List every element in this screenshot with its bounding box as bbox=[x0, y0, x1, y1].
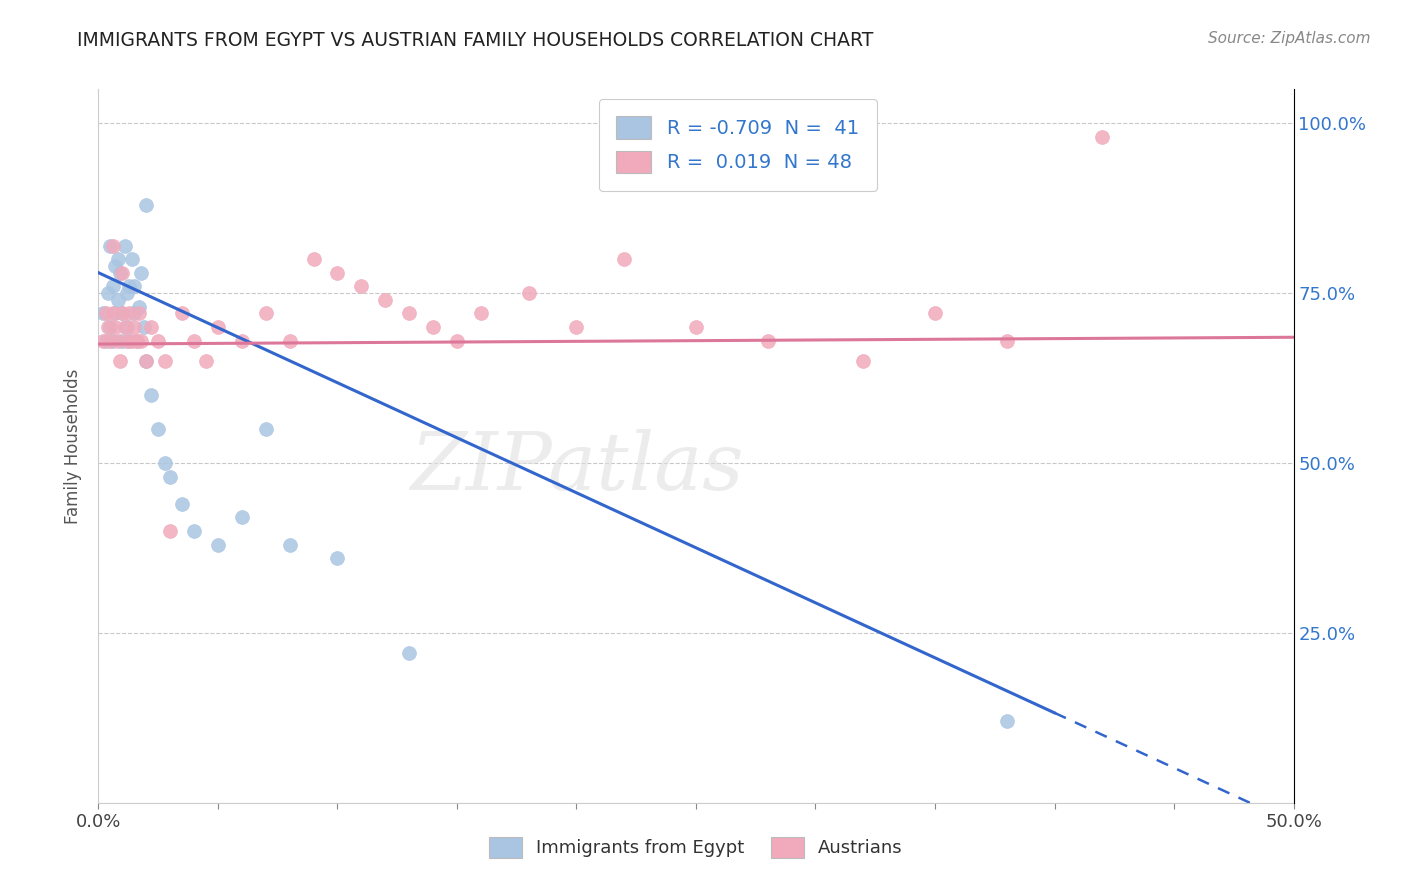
Text: Source: ZipAtlas.com: Source: ZipAtlas.com bbox=[1208, 31, 1371, 46]
Legend: Immigrants from Egypt, Austrians: Immigrants from Egypt, Austrians bbox=[482, 830, 910, 865]
Point bbox=[118, 334, 141, 348]
Point bbox=[94, 306, 117, 320]
Point bbox=[124, 279, 146, 293]
Point bbox=[148, 422, 170, 436]
Point bbox=[995, 714, 1018, 729]
Text: ZIPatlas: ZIPatlas bbox=[409, 429, 744, 506]
Point bbox=[111, 306, 134, 320]
Point bbox=[135, 354, 157, 368]
Point bbox=[446, 334, 468, 348]
Point bbox=[97, 320, 120, 334]
Point bbox=[111, 266, 134, 280]
Point bbox=[101, 238, 124, 252]
Point bbox=[159, 524, 181, 538]
Point bbox=[326, 551, 349, 566]
Point bbox=[231, 510, 253, 524]
Point bbox=[254, 422, 277, 436]
Point bbox=[98, 320, 122, 334]
Point bbox=[98, 334, 122, 348]
Point bbox=[107, 252, 129, 266]
Point bbox=[172, 497, 194, 511]
Point bbox=[374, 293, 396, 307]
Point bbox=[115, 334, 138, 348]
Point bbox=[125, 334, 148, 348]
Point bbox=[1091, 129, 1114, 144]
Point bbox=[155, 354, 177, 368]
Y-axis label: Family Households: Family Households bbox=[65, 368, 83, 524]
Point bbox=[101, 334, 124, 348]
Point bbox=[183, 524, 205, 538]
Point bbox=[98, 238, 122, 252]
Point bbox=[195, 354, 218, 368]
Point bbox=[131, 266, 153, 280]
Point bbox=[111, 334, 134, 348]
Point bbox=[104, 259, 127, 273]
Point bbox=[613, 252, 636, 266]
Point bbox=[231, 334, 253, 348]
Point bbox=[91, 306, 114, 320]
Point bbox=[108, 354, 131, 368]
Point bbox=[101, 306, 124, 320]
Point bbox=[995, 334, 1018, 348]
Point bbox=[94, 334, 117, 348]
Point bbox=[278, 334, 301, 348]
Point bbox=[115, 286, 138, 301]
Point bbox=[111, 306, 134, 320]
Point bbox=[121, 252, 143, 266]
Point bbox=[115, 320, 138, 334]
Point bbox=[104, 306, 127, 320]
Point bbox=[398, 306, 420, 320]
Point bbox=[128, 306, 150, 320]
Point bbox=[207, 537, 229, 551]
Point bbox=[131, 334, 153, 348]
Point bbox=[107, 334, 129, 348]
Point bbox=[278, 537, 301, 551]
Point bbox=[132, 320, 155, 334]
Point bbox=[155, 456, 177, 470]
Point bbox=[114, 238, 136, 252]
Point bbox=[107, 293, 129, 307]
Point bbox=[470, 306, 492, 320]
Point bbox=[254, 306, 277, 320]
Point bbox=[97, 286, 120, 301]
Point bbox=[139, 320, 162, 334]
Point bbox=[924, 306, 946, 320]
Text: IMMIGRANTS FROM EGYPT VS AUSTRIAN FAMILY HOUSEHOLDS CORRELATION CHART: IMMIGRANTS FROM EGYPT VS AUSTRIAN FAMILY… bbox=[77, 31, 873, 50]
Point bbox=[124, 306, 146, 320]
Point bbox=[148, 334, 170, 348]
Point bbox=[517, 286, 540, 301]
Point bbox=[172, 306, 194, 320]
Point bbox=[128, 300, 150, 314]
Point bbox=[398, 646, 420, 660]
Point bbox=[207, 320, 229, 334]
Point bbox=[104, 320, 127, 334]
Point bbox=[422, 320, 444, 334]
Point bbox=[101, 279, 124, 293]
Point bbox=[118, 279, 141, 293]
Point bbox=[565, 320, 588, 334]
Point bbox=[91, 334, 114, 348]
Point bbox=[124, 320, 146, 334]
Point bbox=[108, 266, 131, 280]
Point bbox=[121, 334, 143, 348]
Point bbox=[135, 198, 157, 212]
Point bbox=[139, 388, 162, 402]
Point bbox=[159, 469, 181, 483]
Point bbox=[183, 334, 205, 348]
Point bbox=[685, 320, 707, 334]
Point bbox=[326, 266, 349, 280]
Point bbox=[756, 334, 779, 348]
Point bbox=[852, 354, 875, 368]
Point bbox=[135, 354, 157, 368]
Point bbox=[114, 320, 136, 334]
Point bbox=[350, 279, 373, 293]
Point bbox=[302, 252, 325, 266]
Point bbox=[118, 306, 141, 320]
Point bbox=[125, 334, 148, 348]
